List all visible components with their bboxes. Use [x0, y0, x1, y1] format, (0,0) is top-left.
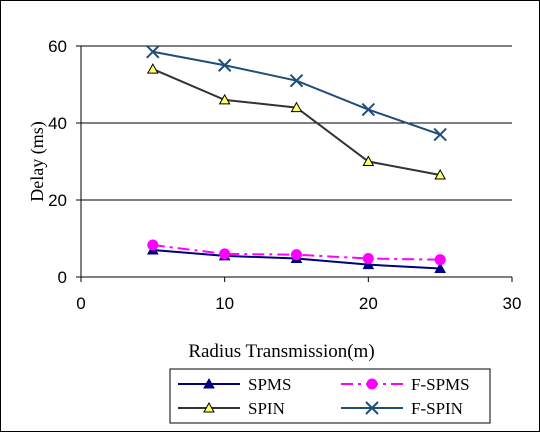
x-tick-label: 20 [359, 294, 378, 313]
series-line [152, 50, 441, 136]
legend-item-f-spin: F-SPIN [341, 399, 463, 418]
marker-circle [434, 254, 446, 266]
marker-triangle [434, 168, 447, 180]
marker-circle [291, 249, 302, 261]
y-tick-label: 20 [48, 191, 67, 210]
axes: 0 20 40 60 0 10 20 30 [48, 37, 521, 313]
legend-box [169, 368, 491, 424]
y-axis-label: Delay (ms) [27, 121, 48, 201]
marker-circle [219, 248, 231, 260]
series-layer [146, 45, 447, 274]
legend-label: F-SPMS [411, 375, 470, 394]
marker-circle [147, 239, 159, 251]
legend-label: SPMS [248, 375, 291, 394]
marker-triangle [290, 101, 303, 113]
series-f-spin [146, 45, 447, 142]
y-tick-label: 40 [48, 114, 67, 133]
series-spin [146, 63, 447, 180]
marker-x [361, 102, 376, 117]
marker-circle [366, 378, 378, 390]
legend-item-spin: SPIN [178, 399, 285, 418]
x-tick-label: 10 [215, 294, 234, 313]
marker-triangle [218, 93, 231, 105]
marker-triangle [146, 63, 159, 74]
marker-circle [362, 253, 374, 265]
marker-x [433, 127, 447, 142]
legend-label: F-SPIN [411, 399, 463, 418]
x-axis-label: Radius Transmission(m) [188, 341, 374, 362]
marker-triangle [203, 377, 215, 389]
marker-x [289, 73, 304, 88]
marker-triangle [362, 155, 375, 166]
legend-item-spms: SPMS [178, 375, 291, 394]
series-f-spms [147, 239, 446, 266]
x-tick-label: 30 [503, 294, 522, 313]
marker-x [217, 58, 232, 72]
legend-label: SPIN [248, 399, 285, 418]
y-tick-label: 60 [48, 37, 67, 56]
marker-triangle [434, 262, 447, 274]
y-tick-label: 0 [58, 268, 67, 287]
marker-triangle [203, 401, 215, 413]
marker-triangle [362, 258, 375, 270]
series-line [152, 68, 441, 176]
legend: SPMS F-SPMS SPIN F-SPIN [169, 368, 491, 424]
gridlines [81, 45, 512, 201]
legend-item-f-spms: F-SPMS [341, 375, 470, 394]
x-tick-label: 0 [76, 294, 85, 313]
marker-x [146, 45, 160, 59]
marker-x [365, 401, 379, 415]
